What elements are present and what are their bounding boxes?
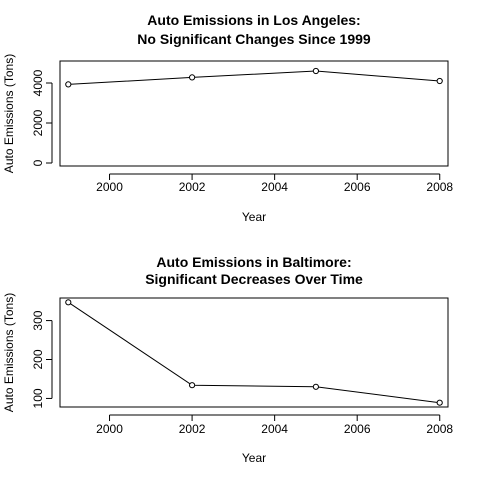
y-tick-label: 200 — [31, 349, 45, 369]
chart-title-line-1: Auto Emissions in Baltimore: — [156, 254, 351, 270]
x-tick-label: 2006 — [344, 180, 371, 194]
x-axis-label: Year — [242, 210, 266, 224]
x-tick-label: 2004 — [261, 180, 288, 194]
x-tick-label: 2004 — [261, 422, 288, 436]
data-point — [65, 299, 72, 306]
data-point — [312, 67, 319, 75]
x-tick-label: 2008 — [426, 180, 453, 194]
chart-panel-1: Auto Emissions in Los Angeles: No Signifi… — [2, 12, 453, 224]
x-tick-label: 2008 — [426, 422, 453, 436]
data-point — [189, 382, 196, 389]
data-point — [436, 399, 443, 406]
y-axis-label: Auto Emissions (Tons) — [2, 293, 16, 412]
x-axis-label: Year — [242, 451, 266, 465]
x-tick-label: 2000 — [96, 180, 123, 194]
series-line — [68, 301, 440, 404]
chart-title-line-2: No Significant Changes Since 1999 — [137, 31, 371, 47]
y-tick-label: 2000 — [31, 109, 45, 136]
x-tick-label: 2002 — [179, 180, 206, 194]
x-tick-label: 2000 — [96, 422, 123, 436]
y-tick-label: 0 — [31, 159, 45, 166]
plot-frame — [59, 297, 449, 408]
y-tick-label: 4000 — [31, 69, 45, 96]
y-tick-label: 100 — [31, 388, 45, 408]
series-line — [68, 70, 440, 85]
y-axis-label: Auto Emissions (Tons) — [2, 54, 16, 173]
data-point — [436, 77, 443, 85]
data-point — [189, 74, 196, 81]
chart-title-line-2: Significant Decreases Over Time — [145, 271, 363, 287]
chart-panel-2: Auto Emissions in Baltimore:Significant … — [2, 254, 453, 465]
x-tick-label: 2002 — [179, 422, 206, 436]
y-tick-label: 300 — [31, 310, 45, 330]
data-point — [65, 81, 72, 88]
data-point — [312, 383, 319, 390]
x-tick-label: 2006 — [344, 422, 371, 436]
plot-frame — [59, 60, 449, 167]
chart-title-line-1: Auto Emissions in Los Angeles: — [147, 12, 360, 28]
